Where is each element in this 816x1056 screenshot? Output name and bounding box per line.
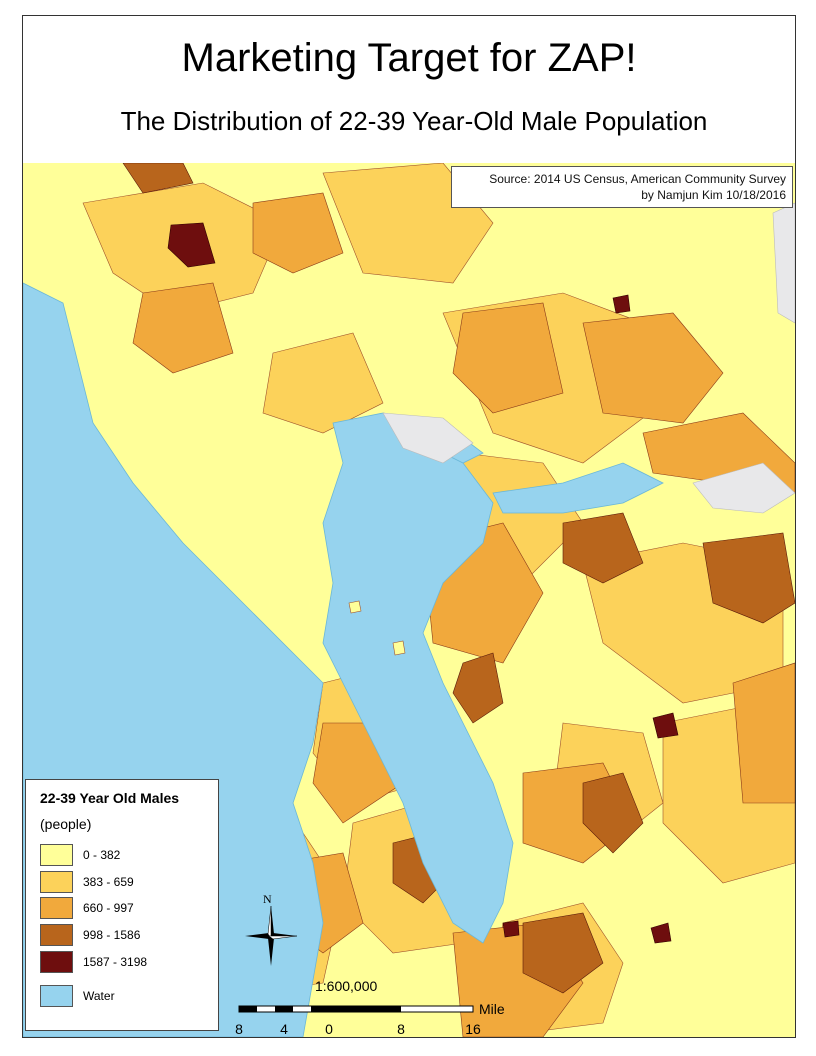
legend-class-list: 0 - 382 383 - 659 660 - 997 998 - 1586 1… bbox=[40, 842, 204, 1010]
map-subtitle: The Distribution of 22-39 Year-Old Male … bbox=[120, 106, 708, 136]
source-box: Source: 2014 US Census, American Communi… bbox=[451, 166, 793, 208]
legend-label: 383 - 659 bbox=[83, 874, 134, 889]
source-line-2: by Namjun Kim 10/18/2016 bbox=[641, 188, 786, 202]
legend: 22-39 Year Old Males (people) 0 - 382 38… bbox=[25, 779, 219, 1031]
scale-ratio: 1:600,000 bbox=[315, 978, 378, 994]
compass-star-icon bbox=[245, 905, 298, 966]
no-data-areas bbox=[382, 202, 795, 514]
legend-swatch bbox=[40, 924, 73, 947]
legend-swatch bbox=[40, 844, 73, 867]
legend-swatch bbox=[40, 950, 73, 973]
legend-row: 383 - 659 bbox=[40, 869, 204, 896]
north-arrow-label: N bbox=[263, 892, 272, 906]
scale-tick: 4 bbox=[280, 1021, 288, 1037]
legend-swatch bbox=[40, 897, 73, 920]
tracts-998-1586 bbox=[122, 163, 795, 994]
legend-row: 1587 - 3198 bbox=[40, 948, 204, 975]
legend-label: 0 - 382 bbox=[83, 848, 121, 863]
map-frame: Marketing Target for ZAP! The Distributi… bbox=[22, 15, 796, 1038]
legend-row: 998 - 1586 bbox=[40, 922, 204, 949]
legend-label: 660 - 997 bbox=[83, 901, 134, 916]
scale-tick: 8 bbox=[235, 1021, 243, 1037]
scale-bar: Miles 8 4 0 8 16 bbox=[235, 1004, 505, 1037]
tracts-660-997 bbox=[132, 192, 795, 1037]
scale-tick: 0 bbox=[325, 1021, 333, 1037]
legend-title: 22-39 Year Old Males bbox=[40, 790, 180, 806]
source-line-1: Source: 2014 US Census, American Communi… bbox=[489, 172, 786, 186]
legend-row: 660 - 997 bbox=[40, 895, 204, 922]
scale-unit: Miles bbox=[479, 1004, 505, 1017]
scale-tick: 8 bbox=[397, 1021, 405, 1037]
legend-swatch-water bbox=[40, 985, 73, 1008]
legend-row-water: Water bbox=[40, 983, 204, 1010]
legend-label-water: Water bbox=[83, 989, 115, 1004]
islands bbox=[348, 600, 406, 656]
legend-row: 0 - 382 bbox=[40, 842, 204, 869]
map-title: Marketing Target for ZAP! bbox=[181, 36, 637, 80]
legend-units: (people) bbox=[40, 816, 92, 832]
legend-label: 998 - 1586 bbox=[83, 928, 141, 943]
scale-tick: 16 bbox=[465, 1021, 481, 1037]
legend-swatch bbox=[40, 870, 73, 893]
choropleth-map bbox=[23, 163, 795, 1037]
legend-label: 1587 - 3198 bbox=[83, 954, 148, 969]
north-arrow: N bbox=[241, 892, 301, 968]
